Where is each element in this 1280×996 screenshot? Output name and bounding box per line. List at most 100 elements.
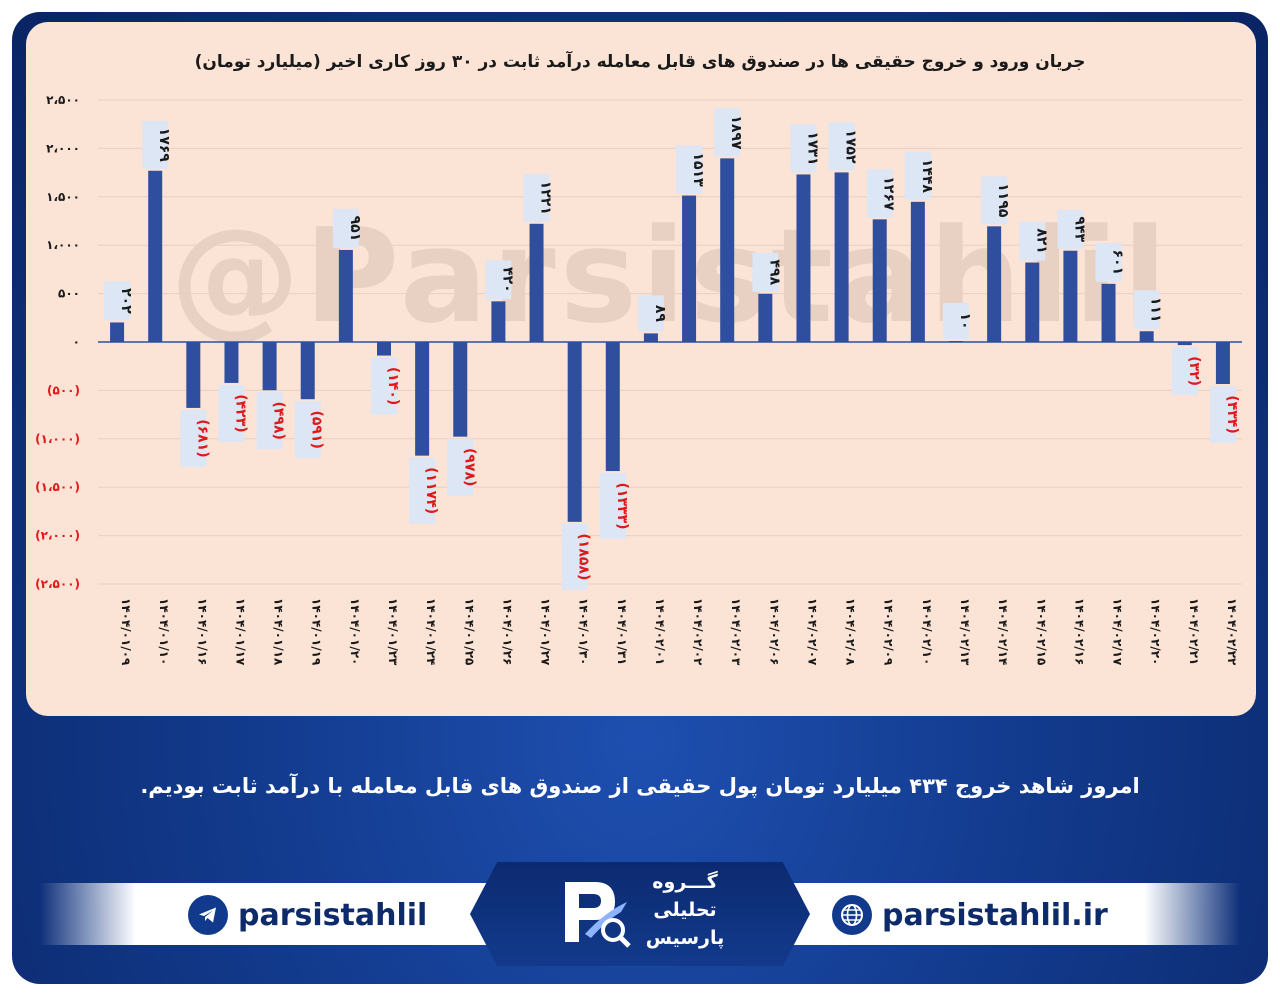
bar (567, 342, 582, 522)
data-label-box (523, 173, 550, 222)
data-label-box (332, 208, 359, 248)
website-url: parsistahlil.ir (882, 897, 1108, 933)
data-label-box (561, 523, 588, 590)
data-label-box (104, 281, 131, 321)
data-label: (۴۲۳) (232, 394, 248, 432)
x-tick-label: ۱۴۰۴/۰۱/۲۷ (539, 598, 553, 666)
bar (186, 342, 201, 408)
x-tick-label: ۱۴۰۴/۰۱/۲۰ (348, 598, 362, 665)
data-label: ۱۲۲۱ (538, 181, 554, 215)
x-tick-label: ۱۴۰۴/۰۲/۲۱ (1187, 598, 1201, 665)
bar (605, 342, 620, 472)
bar (529, 223, 544, 342)
data-label: (۱۳۳۳) (614, 483, 630, 530)
data-label: ۱۷۳۱ (804, 131, 820, 165)
bar (720, 158, 735, 342)
y-tick-label: ۲،۵۰۰ (46, 93, 80, 107)
data-label: (۱۸۵۸) (576, 533, 592, 580)
data-label: ۱۰ (957, 312, 973, 329)
data-label: ۱۱۹۵ (995, 183, 1011, 218)
bar (224, 342, 239, 383)
data-label: ۱۷۵۲ (843, 129, 859, 164)
y-tick-label: ۲،۰۰۰ (46, 141, 80, 155)
y-tick-label: ۱،۵۰۰ (46, 190, 80, 204)
bar (262, 342, 277, 391)
bar (300, 342, 315, 400)
bar (987, 226, 1002, 342)
y-tick-label: (۵۰۰) (47, 383, 80, 397)
data-label-box (866, 169, 893, 218)
x-tick-label: ۱۴۰۴/۰۱/۲۳ (386, 598, 400, 666)
bar (415, 342, 430, 456)
data-label: (۳۲) (1186, 356, 1202, 386)
x-tick-label: ۱۴۰۴/۰۱/۱۷ (233, 598, 247, 666)
data-label: ۱۵۱۳ (690, 152, 706, 187)
x-tick-label: ۱۴۰۴/۰۲/۰۹ (882, 598, 896, 666)
data-label-box (1095, 242, 1122, 282)
chart-title: جریان ورود و خروج حقیقی ها در صندوق های … (194, 52, 1086, 72)
x-tick-label: ۱۴۰۴/۰۱/۱۹ (310, 598, 324, 666)
x-tick-label: ۱۴۰۴/۰۲/۱۷ (1111, 598, 1125, 666)
data-label: ۶۰۱ (1110, 250, 1126, 276)
data-label: (۵۹۱) (309, 410, 325, 448)
data-label-box (294, 401, 321, 459)
bar (1139, 331, 1154, 342)
data-label: (۱۱۷۴) (423, 467, 439, 514)
x-tick-label: ۱۴۰۴/۰۲/۰۶ (767, 598, 781, 665)
x-tick-label: ۱۴۰۴/۰۲/۱۴ (996, 598, 1010, 665)
bar (148, 170, 163, 342)
summary-text: امروز شاهد خروج ۴۳۴ میلیارد تومان پول حق… (140, 774, 1140, 798)
x-tick-label: ۱۴۰۴/۰۱/۲۴ (424, 598, 438, 665)
bar (796, 174, 811, 342)
y-tick-label: (۲،۵۰۰) (35, 577, 80, 591)
x-tick-label: ۱۴۰۴/۰۱/۱۶ (195, 598, 209, 665)
x-tick-label: ۱۴۰۴/۰۲/۲۲ (1225, 598, 1239, 666)
data-label-box (1171, 347, 1198, 396)
data-label-box (828, 122, 855, 171)
data-label: (۹۷۸) (461, 448, 477, 486)
x-tick-label: ۱۴۰۴/۰۱/۲۶ (500, 598, 514, 665)
y-tick-label: ۰ (73, 335, 80, 349)
data-label: ۱۴۴۸ (919, 159, 935, 194)
data-label-box (904, 151, 931, 200)
data-label: (۴۳۴) (1224, 395, 1240, 433)
data-label-box (599, 473, 626, 540)
website-link[interactable]: parsistahlil.ir (832, 893, 1108, 937)
telegram-handle: parsistahlil (238, 897, 428, 933)
x-tick-label: ۱۴۰۴/۰۱/۲۵ (462, 598, 476, 665)
logo-line-1: گـــروه (652, 871, 718, 893)
data-label-box (790, 124, 817, 173)
bar (491, 301, 506, 342)
data-label: ۹۴۳ (1071, 216, 1087, 242)
x-tick-label: ۱۴۰۴/۰۲/۱۵ (1034, 598, 1048, 665)
data-label: ۲۰۲ (118, 288, 134, 314)
data-label-box (256, 392, 283, 450)
telegram-link[interactable]: parsistahlil (188, 893, 427, 937)
data-label-box (218, 384, 245, 442)
bar (110, 322, 125, 342)
data-label-box (1057, 209, 1084, 249)
data-label: ۹۵۱ (347, 216, 363, 242)
x-tick-label: ۱۴۰۴/۰۲/۰۸ (844, 598, 858, 666)
data-label: ۸۲۱ (1033, 228, 1049, 254)
data-label: (۶۸۱) (194, 419, 210, 457)
data-label: ۱۲۶۷ (881, 176, 897, 211)
data-label: (۱۴۰) (385, 367, 401, 405)
data-label-box (447, 438, 474, 496)
y-tick-label: (۱،۵۰۰) (35, 480, 80, 494)
bar (377, 342, 391, 356)
x-tick-label: ۱۴۰۴/۰۲/۰۱ (653, 598, 667, 665)
data-label-box (714, 108, 741, 157)
telegram-icon (188, 895, 228, 935)
data-label-box (180, 409, 207, 467)
data-label: ۴۲۰ (499, 267, 515, 293)
bar (872, 219, 887, 342)
y-tick-label: ۵۰۰ (58, 287, 80, 301)
data-label: ۴۹۸ (766, 259, 782, 285)
logo-line-2: تحلیلی (653, 899, 717, 921)
logo-line-3: پارسیس (645, 927, 725, 949)
y-tick-label: (۱،۰۰۰) (35, 432, 80, 446)
x-tick-label: ۱۴۰۴/۰۲/۰۷ (805, 598, 819, 666)
globe-icon (832, 895, 872, 935)
data-label-box (142, 120, 169, 169)
